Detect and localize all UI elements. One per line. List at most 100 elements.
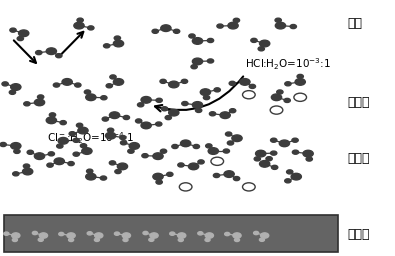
Text: 第三层: 第三层 [348,228,370,241]
Circle shape [224,171,234,177]
Circle shape [4,232,9,235]
Circle shape [292,138,298,142]
Circle shape [115,169,121,174]
Circle shape [291,173,301,180]
Circle shape [113,79,124,85]
Circle shape [181,140,191,147]
Text: HCl:H$_2$O=10$^{-3}$:1: HCl:H$_2$O=10$^{-3}$:1 [245,56,331,72]
Circle shape [172,144,178,148]
Bar [4,215,338,252]
Circle shape [141,122,151,129]
Circle shape [135,119,142,123]
Circle shape [14,149,20,153]
Circle shape [117,163,128,170]
Circle shape [62,79,72,85]
Circle shape [161,25,171,31]
Circle shape [120,135,126,140]
Circle shape [226,132,232,136]
Circle shape [153,153,163,159]
Circle shape [11,143,21,149]
Circle shape [178,238,183,241]
Circle shape [87,169,93,173]
Circle shape [275,22,286,29]
Circle shape [114,36,120,40]
Circle shape [191,65,197,69]
Circle shape [165,115,171,120]
Circle shape [82,148,92,154]
Circle shape [110,75,116,79]
Circle shape [143,231,148,235]
Circle shape [149,238,154,241]
Circle shape [2,82,8,86]
Circle shape [86,173,96,180]
Circle shape [94,238,100,241]
Circle shape [285,179,291,183]
Circle shape [173,29,180,33]
Circle shape [23,168,33,175]
Circle shape [107,128,114,132]
Circle shape [223,149,229,153]
Circle shape [156,180,162,184]
Circle shape [297,74,303,79]
Circle shape [49,113,56,117]
Circle shape [67,233,75,238]
Circle shape [205,233,213,238]
Circle shape [232,135,242,142]
Circle shape [27,150,34,154]
Circle shape [123,238,128,241]
Circle shape [137,103,144,107]
Circle shape [128,149,134,153]
Circle shape [254,157,260,161]
Circle shape [193,144,199,148]
Circle shape [77,18,83,22]
Circle shape [156,122,162,126]
Circle shape [169,109,179,116]
Circle shape [233,177,240,181]
Circle shape [200,89,211,95]
Circle shape [105,132,116,139]
Circle shape [271,94,282,101]
Circle shape [84,90,90,94]
Circle shape [95,233,103,238]
Circle shape [192,58,203,65]
Circle shape [12,233,20,238]
Circle shape [156,98,162,102]
Circle shape [261,233,269,238]
Text: 第一层: 第一层 [348,96,370,109]
Circle shape [69,238,73,242]
Circle shape [206,144,212,148]
Circle shape [0,142,6,146]
Circle shape [258,47,264,51]
Circle shape [75,83,81,87]
Circle shape [153,173,163,180]
Circle shape [235,238,239,242]
Circle shape [10,28,16,32]
Circle shape [150,233,158,238]
Circle shape [122,233,130,238]
Circle shape [271,151,277,155]
Circle shape [76,123,83,127]
Circle shape [88,26,94,30]
Circle shape [213,174,220,178]
Circle shape [228,22,238,29]
Circle shape [80,144,87,148]
Circle shape [13,172,19,176]
Circle shape [178,163,184,167]
Circle shape [113,40,124,47]
Circle shape [152,29,158,33]
Circle shape [196,108,202,112]
Circle shape [38,238,43,241]
Circle shape [87,232,92,235]
Circle shape [287,170,293,174]
Circle shape [240,79,250,85]
Text: 气相: 气相 [348,17,363,29]
Circle shape [9,90,15,94]
Circle shape [275,18,281,22]
Circle shape [160,79,166,83]
Circle shape [192,102,203,108]
Circle shape [115,232,119,235]
Circle shape [120,141,127,145]
Circle shape [181,79,188,83]
Circle shape [56,144,63,148]
Circle shape [214,88,220,92]
